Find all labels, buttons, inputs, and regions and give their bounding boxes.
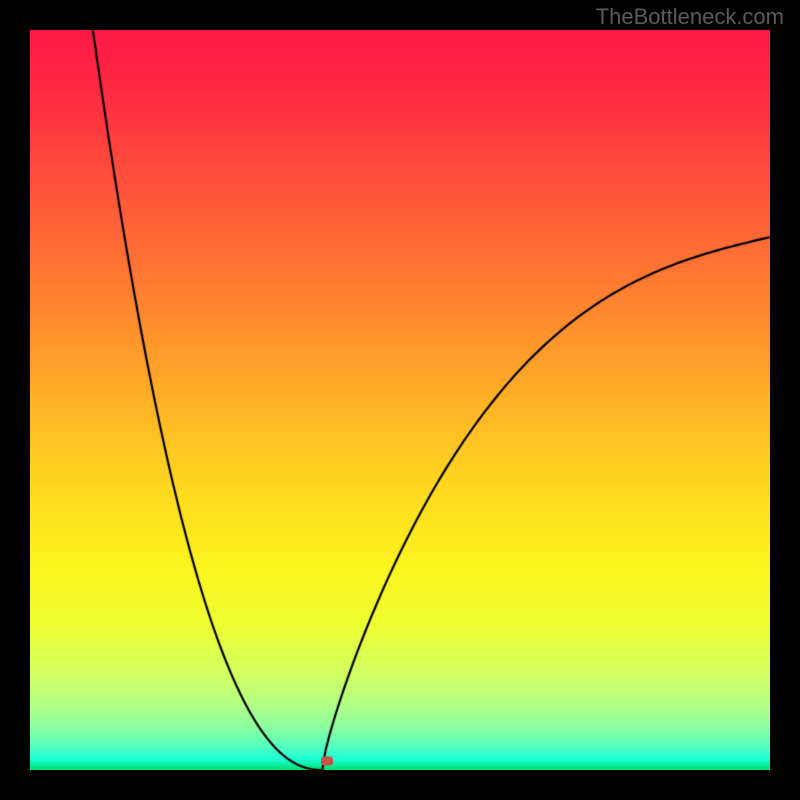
watermark-label: TheBottleneck.com [596, 4, 784, 30]
chart-container: TheBottleneck.com [0, 0, 800, 800]
plot-area [30, 30, 770, 770]
optimal-point-marker [321, 757, 333, 766]
v-curve [30, 30, 770, 770]
